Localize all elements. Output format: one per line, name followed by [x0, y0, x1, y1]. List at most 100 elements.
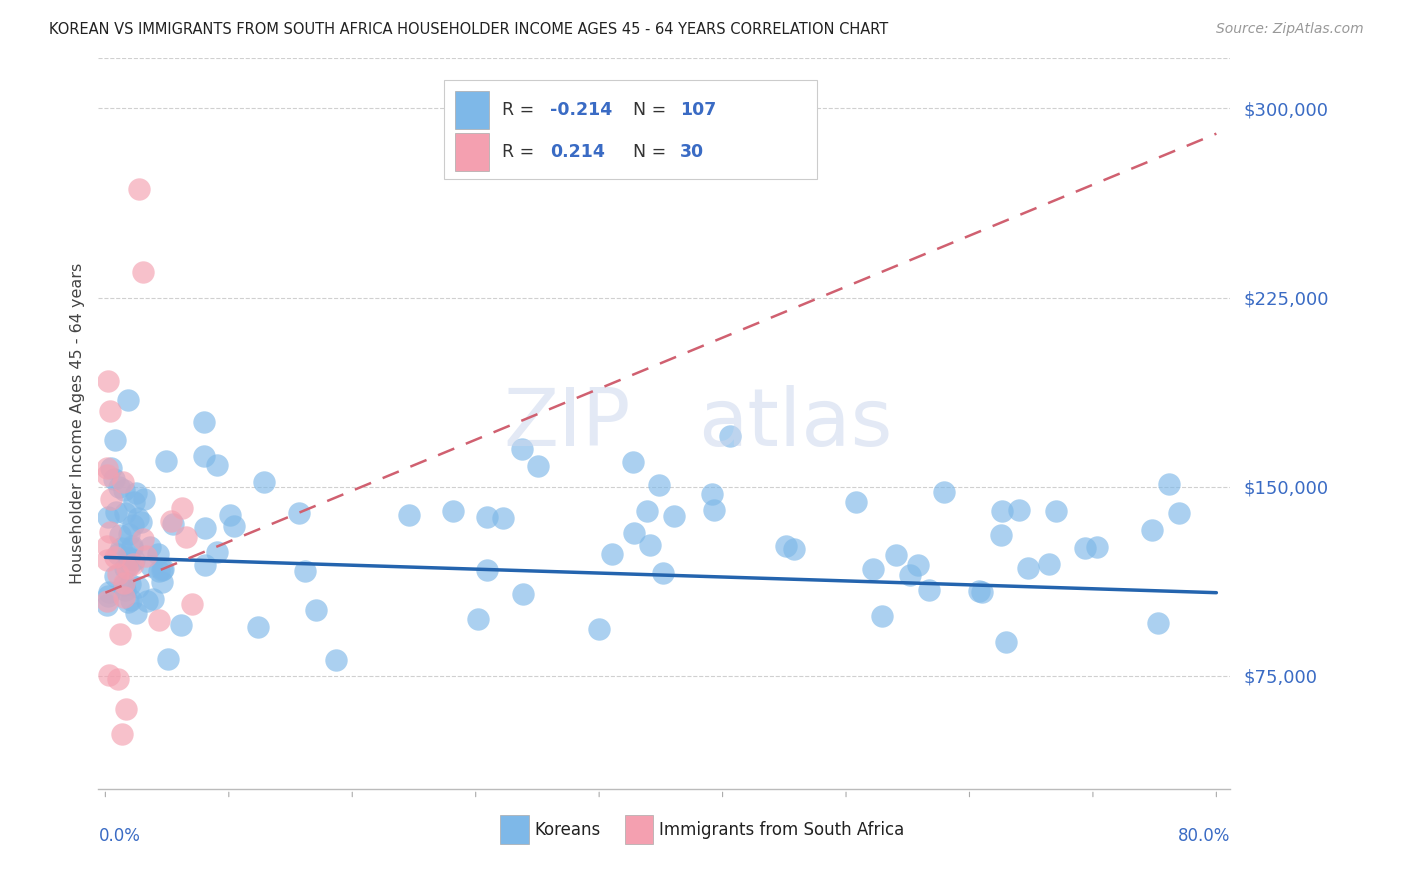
Point	[638, 537, 661, 551]
Point	[110, 541, 132, 556]
FancyBboxPatch shape	[444, 80, 817, 178]
Point	[97, 510, 120, 524]
Point	[305, 603, 328, 617]
Point	[623, 526, 645, 541]
Bar	[624, 815, 652, 844]
Point	[96, 553, 118, 567]
Point	[918, 582, 941, 597]
Point	[112, 591, 135, 605]
Point	[104, 569, 127, 583]
Point	[467, 612, 489, 626]
Point	[112, 483, 135, 497]
Point	[120, 557, 142, 571]
Point	[142, 591, 165, 606]
Point	[96, 599, 118, 613]
Point	[588, 622, 610, 636]
Point	[602, 547, 624, 561]
Point	[124, 495, 146, 509]
Point	[100, 461, 122, 475]
Point	[194, 558, 217, 572]
Point	[967, 584, 990, 599]
Point	[128, 580, 150, 594]
Point	[97, 589, 120, 603]
Point	[128, 182, 150, 196]
Text: Source: ZipAtlas.com: Source: ZipAtlas.com	[1216, 22, 1364, 37]
Point	[253, 475, 276, 489]
Point	[247, 620, 270, 634]
Point	[117, 552, 139, 566]
Point	[97, 585, 120, 599]
Point	[122, 557, 145, 571]
Point	[148, 565, 170, 579]
Point	[1017, 560, 1039, 574]
Point	[475, 563, 498, 577]
Point	[98, 404, 121, 418]
Point	[96, 539, 118, 553]
Point	[702, 486, 724, 500]
Point	[148, 547, 170, 561]
Point	[107, 672, 129, 686]
Point	[157, 651, 180, 665]
Point	[114, 560, 136, 574]
Point	[194, 521, 217, 535]
Point	[1045, 504, 1067, 518]
Point	[132, 265, 155, 279]
Text: -0.214: -0.214	[550, 101, 612, 119]
Point	[104, 434, 127, 448]
Point	[222, 519, 245, 533]
Point	[117, 595, 139, 609]
Point	[1038, 557, 1060, 571]
Point	[621, 454, 644, 468]
Point	[122, 517, 145, 532]
Point	[115, 561, 138, 575]
Point	[125, 607, 148, 621]
Point	[107, 567, 129, 582]
Point	[636, 504, 658, 518]
Point	[845, 494, 868, 508]
Point	[1140, 523, 1163, 537]
Point	[132, 532, 155, 546]
Point	[111, 727, 134, 741]
Point	[510, 442, 533, 456]
Point	[170, 500, 193, 515]
Point	[972, 585, 994, 599]
Point	[112, 475, 135, 489]
Point	[932, 484, 955, 499]
Text: 30: 30	[681, 144, 704, 161]
Point	[141, 559, 163, 574]
Text: 0.0%: 0.0%	[98, 827, 141, 846]
Point	[139, 541, 162, 555]
Text: N =: N =	[633, 144, 672, 161]
Text: N =: N =	[633, 101, 672, 119]
Point	[205, 545, 228, 559]
Point	[108, 479, 131, 493]
Point	[994, 635, 1017, 649]
Point	[135, 549, 157, 563]
Point	[170, 618, 193, 632]
Point	[512, 587, 534, 601]
Point	[662, 509, 685, 524]
Point	[205, 458, 228, 472]
Text: ZIP: ZIP	[503, 384, 630, 463]
Bar	[456, 133, 489, 171]
Point	[152, 563, 174, 577]
Point	[990, 527, 1012, 541]
Point	[898, 568, 921, 582]
Y-axis label: Householder Income Ages 45 - 64 years: Householder Income Ages 45 - 64 years	[69, 263, 84, 584]
Point	[117, 392, 139, 407]
Point	[152, 562, 174, 576]
Point	[783, 541, 806, 556]
Point	[115, 702, 138, 716]
Point	[96, 460, 118, 475]
Text: 0.214: 0.214	[550, 144, 605, 161]
Text: Immigrants from South Africa: Immigrants from South Africa	[658, 821, 904, 838]
Point	[155, 453, 177, 467]
Point	[648, 478, 671, 492]
Point	[104, 550, 127, 565]
Point	[136, 594, 159, 608]
Point	[718, 429, 741, 443]
Point	[652, 566, 675, 581]
Point	[219, 508, 242, 522]
Text: KOREAN VS IMMIGRANTS FROM SOUTH AFRICA HOUSEHOLDER INCOME AGES 45 - 64 YEARS COR: KOREAN VS IMMIGRANTS FROM SOUTH AFRICA H…	[49, 22, 889, 37]
Point	[148, 613, 170, 627]
